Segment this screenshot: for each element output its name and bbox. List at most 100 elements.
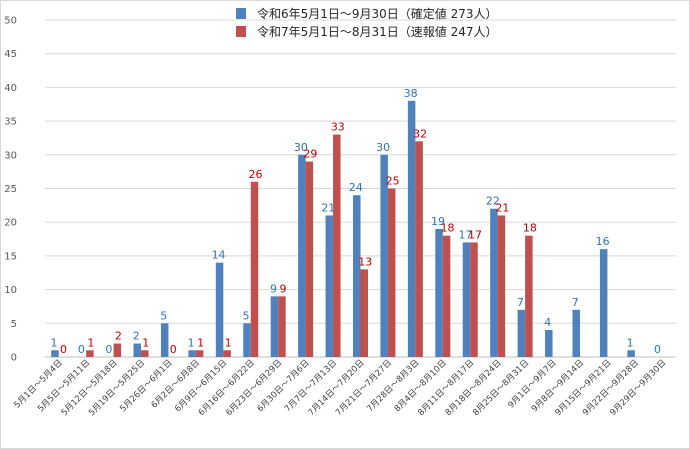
data-label-series-0: 7 (572, 296, 579, 309)
bar-series-1 (333, 134, 341, 357)
data-label-series-0: 2 (133, 330, 140, 343)
bar-series-1 (305, 161, 314, 357)
data-label-series-0: 24 (349, 181, 363, 194)
data-label-series-1: 1 (225, 336, 232, 349)
data-label-series-0: 7 (517, 296, 524, 309)
bar-series-0 (160, 323, 169, 357)
bar-series-1 (86, 350, 94, 357)
bar-series-1 (195, 350, 204, 357)
data-label-series-0: 30 (376, 141, 390, 154)
legend: 令和6年5月1日～9月30日（確定値 273人） 令和7年5月1日～8月31日（… (236, 6, 498, 39)
data-label-series-0: 1 (188, 336, 195, 349)
data-label-series-1: 17 (468, 228, 482, 241)
data-label-series-1: 1 (87, 336, 94, 349)
bar-series-0 (298, 154, 306, 357)
data-label-series-1: 2 (115, 330, 122, 343)
bar-series-0 (435, 228, 443, 357)
data-label-series-1: 21 (495, 201, 509, 214)
x-tick-label: 6月2日～6月8日 (150, 358, 202, 410)
data-label-series-1: 0 (170, 343, 177, 356)
y-tick-label: 25 (4, 184, 17, 195)
y-tick-label: 15 (4, 251, 17, 262)
bar-series-0 (133, 343, 142, 357)
y-tick-label: 0 (11, 353, 17, 364)
bar-series-0 (407, 100, 416, 357)
data-label-series-0: 0 (654, 343, 661, 356)
data-label-series-0: 4 (544, 316, 551, 329)
data-label-series-1: 18 (523, 222, 537, 235)
data-label-series-0: 30 (294, 141, 308, 154)
x-axis: 5月1日～5月4日5月5日～5月11日5月12日～5月18日5月19日～5月25… (12, 358, 668, 418)
data-label-series-1: 1 (197, 336, 204, 349)
bar-series-1 (442, 235, 451, 357)
legend-swatch-2024 (236, 8, 246, 19)
bar-series-0 (188, 350, 196, 357)
data-label-series-1: 32 (413, 127, 427, 140)
y-tick-label: 20 (4, 218, 17, 229)
bar-series-1 (278, 296, 286, 357)
bar-series-0 (517, 309, 526, 357)
bar-series-1 (525, 235, 533, 357)
x-tick-label: 5月1日～5月4日 (12, 358, 64, 410)
data-label-series-0: 0 (105, 343, 112, 356)
bar-series-1 (387, 188, 396, 357)
bar-series-1 (223, 350, 231, 357)
bar-series-0 (325, 215, 334, 357)
bar-series-0 (545, 330, 553, 357)
data-label-series-0: 19 (431, 215, 445, 228)
data-label-series-0: 21 (321, 201, 335, 214)
data-label-series-0: 14 (212, 249, 226, 262)
y-tick-label: 10 (4, 285, 17, 296)
data-label-series-0: 38 (404, 87, 418, 100)
data-label-series-1: 26 (249, 168, 263, 181)
bar-series-0 (490, 208, 498, 357)
data-label-series-0: 5 (160, 309, 167, 322)
bar-series-0 (215, 262, 224, 357)
y-axis: 0 5 10 15 20 25 30 35 40 45 50 (4, 16, 17, 364)
bar-series-0 (51, 350, 59, 357)
bar-series-1 (250, 181, 259, 357)
bar-series-1 (141, 350, 149, 357)
legend-label-2024: 令和6年5月1日～9月30日（確定値 273人） (257, 6, 498, 21)
data-label-series-1: 29 (303, 148, 317, 161)
bar-series-1 (470, 242, 478, 357)
bar-series-0 (243, 323, 251, 357)
y-tick-label: 30 (4, 150, 17, 161)
y-tick-label: 40 (4, 83, 17, 94)
data-label-series-0: 1 (50, 336, 57, 349)
data-label-series-0: 16 (596, 235, 610, 248)
data-label-series-1: 1 (142, 336, 149, 349)
data-label-series-0: 0 (78, 343, 85, 356)
data-label-series-0: 9 (270, 282, 277, 295)
data-label-series-1: 33 (331, 121, 345, 134)
y-tick-label: 5 (11, 319, 17, 330)
bars (51, 100, 635, 357)
data-label-series-1: 13 (358, 255, 372, 268)
bar-series-0 (462, 242, 471, 357)
data-label-series-1: 9 (279, 282, 286, 295)
bar-series-0 (380, 154, 388, 357)
data-label-series-0: 17 (458, 228, 472, 241)
data-label-series-0: 22 (486, 195, 500, 208)
bar-series-1 (360, 269, 368, 357)
legend-swatch-2025 (236, 26, 246, 37)
bar-series-1 (497, 215, 506, 357)
bar-series-0 (270, 296, 279, 357)
bar-series-0 (599, 249, 608, 357)
data-label-series-0: 1 (627, 336, 634, 349)
legend-label-2025: 令和7年5月1日～8月31日（速報値 247人） (257, 24, 498, 39)
data-label-series-1: 0 (60, 343, 67, 356)
x-tick-label: 9月1日～9月7日 (506, 358, 558, 410)
y-tick-label: 45 (4, 49, 17, 60)
bar-series-0 (627, 350, 635, 357)
data-label-series-0: 5 (243, 309, 250, 322)
bar-series-0 (353, 195, 361, 357)
data-label-series-1: 25 (386, 175, 400, 188)
bar-series-0 (572, 309, 580, 357)
bar-series-1 (113, 343, 122, 357)
bar-series-1 (415, 141, 423, 357)
data-label-series-1: 18 (441, 222, 455, 235)
